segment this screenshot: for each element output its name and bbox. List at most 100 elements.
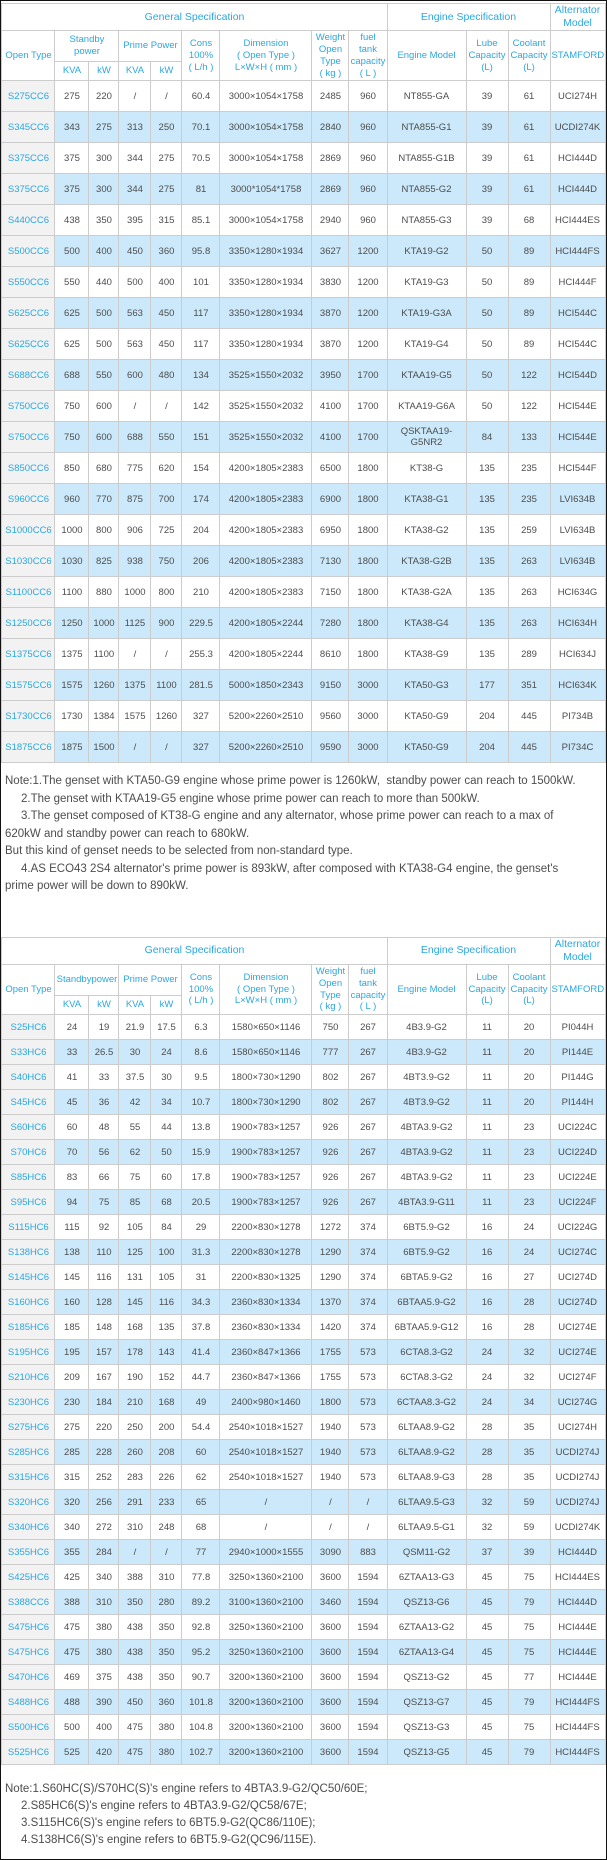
model-link[interactable]: S95HC6 [1,1189,56,1215]
model-link[interactable]: S625CC6 [1,328,56,361]
model-link[interactable]: S320HC6 [1,1489,56,1515]
model-link[interactable]: S275HC6 [1,1414,56,1440]
cell: 2360×830×1334 [219,1289,313,1315]
model-link[interactable]: S25HC6 [1,1014,56,1040]
model-link[interactable]: S45HC6 [1,1089,56,1115]
cell: 300 [88,173,120,206]
cell: HCI444FS [549,1689,606,1715]
model-link[interactable]: S1575CC6 [1,669,56,702]
model-link[interactable]: S960CC6 [1,483,56,516]
model-link[interactable]: S195HC6 [1,1339,56,1365]
model-link[interactable]: S750CC6 [1,390,56,423]
model-link[interactable]: S688CC6 [1,359,56,392]
cell: 42 [118,1089,152,1115]
model-link[interactable]: S160HC6 [1,1289,56,1315]
cell: 469 [54,1664,90,1690]
cell: 3870 [311,297,350,330]
model-link[interactable]: S375CC6 [1,173,56,206]
cell: 17.5 [150,1014,183,1040]
model-link[interactable]: S388CC6 [1,1589,56,1615]
cell: PI734C [549,731,606,764]
cell: 210 [181,576,221,609]
model-link[interactable]: S60HC6 [1,1114,56,1140]
cell: 3350×1280×1934 [219,328,313,361]
cell: 1375 [118,669,152,702]
model-link[interactable]: S340HC6 [1,1514,56,1540]
cell: PI144H [549,1089,606,1115]
model-link[interactable]: S138HC6 [1,1239,56,1265]
model-link[interactable]: S40HC6 [1,1064,56,1090]
cell: 313 [118,111,152,144]
model-link[interactable]: S115HC6 [1,1214,56,1240]
cell: 13.8 [181,1114,221,1140]
model-link[interactable]: S500CC6 [1,235,56,268]
cell: 900 [150,607,183,640]
cell: 77.8 [181,1564,221,1590]
cell: 6LTAA9.5-G1 [386,1514,467,1540]
cell: 4100 [311,390,350,423]
model-link[interactable]: S210HC6 [1,1364,56,1390]
model-link[interactable]: S230HC6 [1,1389,56,1415]
table-row: S425HC6 425 340 388 310 77.8 3250×1360×2100 360… [1,1564,606,1590]
cell: 1700 [348,421,388,454]
model-link[interactable]: S1730CC6 [1,700,56,733]
model-link[interactable]: S550CC6 [1,266,56,299]
model-link[interactable]: S345CC6 [1,111,56,144]
model-link[interactable]: S500HC6 [1,1714,56,1740]
model-link[interactable]: S315HC6 [1,1464,56,1490]
table-row: S375CC6 375 300 344 275 81 3000*1054*1758 2869 9… [1,173,606,206]
cell: 2360×830×1334 [219,1314,313,1340]
model-link[interactable]: S145HC6 [1,1264,56,1290]
model-link[interactable]: S1030CC6 [1,545,56,578]
model-link[interactable]: S1375CC6 [1,638,56,671]
model-link[interactable]: S275CC6 [1,80,56,113]
model-link[interactable]: S33HC6 [1,1039,56,1065]
cell: 250 [118,1414,152,1440]
cell: UCDI274K [549,111,606,144]
th-standby-kva: KVA [54,61,90,82]
model-link[interactable]: S285HC6 [1,1439,56,1465]
cell: 525 [54,1739,90,1765]
model-link[interactable]: S525HC6 [1,1739,56,1765]
model-link[interactable]: S850CC6 [1,452,56,485]
model-link[interactable]: S1100CC6 [1,576,56,609]
cell: UCI224F [549,1189,606,1215]
model-link[interactable]: S750CC6 [1,421,56,454]
model-link[interactable]: S375CC6 [1,142,56,175]
cell: NTA855-G3 [386,204,467,237]
cell: 70 [54,1139,90,1165]
cell: QSZ13-G7 [386,1689,467,1715]
cell: 1700 [348,359,388,392]
cell: 688 [54,359,90,392]
model-link[interactable]: S470HC6 [1,1664,56,1690]
cell: 11 [465,1189,509,1215]
model-link[interactable]: S355HC6 [1,1539,56,1565]
model-link[interactable]: S625CC6 [1,297,56,330]
model-link[interactable]: S185HC6 [1,1314,56,1340]
cell: 6500 [311,452,350,485]
model-link[interactable]: S488HC6 [1,1689,56,1715]
cell: 10.7 [181,1089,221,1115]
model-link[interactable]: S70HC6 [1,1139,56,1165]
model-link[interactable]: S1875CC6 [1,731,56,764]
cell: 374 [348,1314,388,1340]
cell: 1594 [348,1564,388,1590]
cell: HCI634J [549,638,606,671]
cell: 105 [118,1214,152,1240]
cell: 45 [465,1739,509,1765]
cell: 45 [465,1564,509,1590]
cell: 4BTA3.9-G2 [386,1164,467,1190]
table-row: S320HC6 320 256 291 233 65///6LTAA9.5-G3 32 59 U… [1,1489,606,1515]
model-link[interactable]: S425HC6 [1,1564,56,1590]
model-link[interactable]: S85HC6 [1,1164,56,1190]
table-row: S1730CC6 1730 1384 1575 1260 327 5200×2260×251… [1,700,606,733]
model-link[interactable]: S440CC6 [1,204,56,237]
model-link[interactable]: S1000CC6 [1,514,56,547]
cell: 24 [465,1364,509,1390]
cell: 28 [465,1464,509,1490]
cell: 802 [311,1064,350,1090]
model-link[interactable]: S1250CC6 [1,607,56,640]
model-link[interactable]: S475HC6 [1,1639,56,1665]
model-link[interactable]: S475HC6 [1,1614,56,1640]
cell: 343 [54,111,90,144]
